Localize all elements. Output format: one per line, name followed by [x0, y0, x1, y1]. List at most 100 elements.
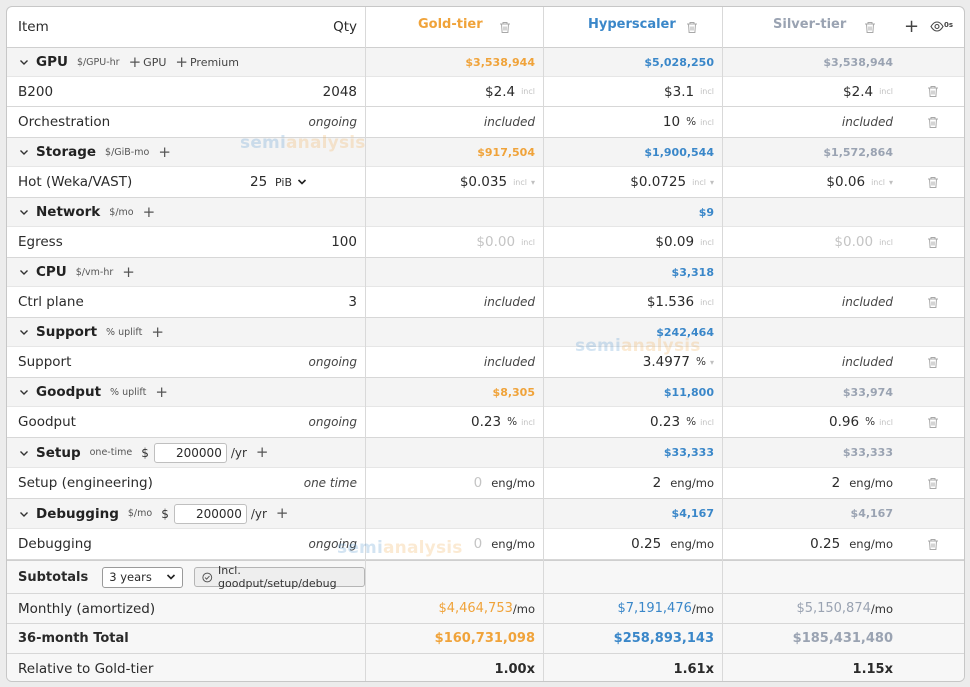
add-gpu-button[interactable]: GPU [143, 55, 167, 69]
incl-label[interactable]: incl [521, 417, 535, 427]
gold-included[interactable]: included [483, 295, 535, 309]
hyperscaler-price[interactable]: $3.1 [664, 83, 695, 100]
hyperscaler-price[interactable]: 0.23 [650, 414, 681, 430]
item-name[interactable]: Setup (engineering) [18, 475, 153, 491]
silver-included[interactable]: included [841, 355, 893, 369]
trash-icon[interactable] [927, 296, 939, 309]
item-name[interactable]: Orchestration [18, 114, 111, 130]
add-provider-icon[interactable]: + [904, 16, 920, 37]
silver-included[interactable]: included [841, 295, 893, 309]
trash-icon[interactable] [927, 236, 939, 249]
silver-price[interactable]: $0.06 [826, 174, 866, 190]
gold-price[interactable]: $0.035 [459, 174, 508, 190]
delete-provider-gold-icon[interactable] [499, 21, 511, 34]
setup-amount-input[interactable]: 200000 [153, 442, 227, 463]
silver-price[interactable]: $0.00 [834, 234, 874, 250]
gold-eng-value[interactable]: 0 [473, 475, 483, 491]
hyperscaler-price[interactable]: 3.4977 [642, 354, 690, 370]
gold-eng-value[interactable]: 0 [473, 536, 483, 552]
chevron-down-icon[interactable] [18, 206, 30, 218]
item-name[interactable]: Egress [18, 234, 63, 250]
add-item-icon[interactable]: + [151, 322, 164, 341]
item-name[interactable]: Ctrl plane [18, 294, 84, 310]
chevron-down-icon[interactable] [18, 508, 30, 520]
chevron-down-icon[interactable] [18, 266, 30, 278]
incl-label[interactable]: incl [521, 237, 535, 247]
provider-name-hyperscaler[interactable]: Hyperscaler [588, 17, 676, 32]
chevron-down-icon[interactable] [18, 146, 30, 158]
add-premium-icon[interactable]: + [175, 52, 188, 71]
hyperscaler-eng-value[interactable]: 0.25 [631, 536, 662, 552]
incl-label[interactable]: incl [879, 417, 893, 427]
debugging-amount-input[interactable]: 200000 [173, 503, 247, 524]
trash-icon[interactable] [927, 176, 939, 189]
gold-included[interactable]: included [483, 115, 535, 129]
incl-label[interactable]: incl [521, 87, 535, 96]
item-qty[interactable]: 3 [348, 294, 357, 310]
item-name[interactable]: Debugging [18, 536, 92, 552]
incl-label[interactable]: incl [513, 177, 527, 187]
trash-icon[interactable] [927, 356, 939, 369]
silver-eng-value[interactable]: 0.25 [810, 536, 841, 552]
section-name: Network [36, 204, 101, 220]
chevron-down-icon[interactable] [18, 447, 30, 459]
include-toggle[interactable]: Incl. goodput/setup/debug [194, 564, 365, 590]
incl-label[interactable]: incl [700, 417, 714, 427]
hyperscaler-price[interactable]: $0.0725 [630, 174, 687, 190]
trash-icon[interactable] [927, 416, 939, 429]
incl-label[interactable]: incl [700, 237, 714, 247]
silver-price[interactable]: $2.4 [843, 83, 874, 100]
incl-label[interactable]: incl [871, 177, 885, 187]
chevron-down-icon[interactable] [18, 386, 30, 398]
trash-icon[interactable] [927, 538, 939, 551]
provider-name-gold[interactable]: Gold-tier [418, 17, 483, 32]
unit-select[interactable]: PiB [275, 176, 307, 189]
gold-price[interactable]: $0.00 [476, 234, 516, 250]
incl-label[interactable]: incl [879, 237, 893, 247]
trash-icon[interactable] [927, 477, 939, 490]
add-premium-button[interactable]: Premium [189, 55, 239, 69]
chevron-down-icon[interactable] [18, 56, 30, 68]
delete-provider-hyperscaler-icon[interactable] [686, 21, 698, 34]
item-name[interactable]: Goodput [18, 414, 76, 430]
hyperscaler-price[interactable]: 10 [662, 114, 681, 130]
gold-included[interactable]: included [483, 355, 535, 369]
silver-included[interactable]: included [841, 115, 893, 129]
incl-label[interactable]: incl [879, 87, 893, 96]
period-select[interactable]: 3 years [102, 566, 184, 588]
chevron-down-icon[interactable] [18, 326, 30, 338]
add-gpu-icon[interactable]: + [128, 52, 142, 71]
gold-price[interactable]: 0.23 [471, 414, 502, 430]
add-item-icon[interactable]: + [158, 142, 171, 161]
silver-eng-value[interactable]: 2 [831, 475, 841, 491]
hyperscaler-eng-value[interactable]: 2 [652, 475, 662, 491]
hyperscaler-price[interactable]: $0.09 [655, 234, 695, 250]
incl-label[interactable]: incl [700, 117, 714, 127]
add-item-icon[interactable]: + [142, 202, 156, 221]
silver-price[interactable]: 0.96 [829, 414, 860, 430]
add-item-icon[interactable]: + [122, 262, 135, 281]
incl-dropdown-icon[interactable]: ▾ [530, 177, 535, 187]
incl-label[interactable]: incl [700, 87, 714, 96]
incl-label[interactable]: incl [692, 177, 706, 187]
incl-dropdown-icon[interactable]: ▾ [888, 177, 893, 187]
eye-icon[interactable] [930, 21, 944, 32]
add-item-icon[interactable]: + [275, 504, 289, 522]
item-qty[interactable]: 25 [250, 174, 268, 190]
add-item-icon[interactable]: + [255, 443, 269, 461]
add-item-icon[interactable]: + [155, 382, 168, 401]
incl-dropdown-icon[interactable]: ▾ [709, 357, 714, 367]
item-qty[interactable]: 2048 [322, 83, 357, 100]
gold-price[interactable]: $2.4 [485, 83, 516, 100]
hyperscaler-price[interactable]: $1.536 [646, 294, 695, 310]
item-qty[interactable]: 100 [331, 234, 357, 250]
provider-name-silver[interactable]: Silver-tier [773, 17, 847, 32]
trash-icon[interactable] [927, 85, 939, 98]
incl-label[interactable]: incl [700, 297, 714, 307]
trash-icon[interactable] [927, 116, 939, 129]
item-name[interactable]: Support [18, 354, 72, 370]
incl-dropdown-icon[interactable]: ▾ [709, 177, 714, 187]
item-name[interactable]: B200 [18, 83, 54, 100]
delete-provider-silver-icon[interactable] [864, 21, 876, 34]
item-name[interactable]: Hot (Weka/VAST) [18, 174, 133, 190]
